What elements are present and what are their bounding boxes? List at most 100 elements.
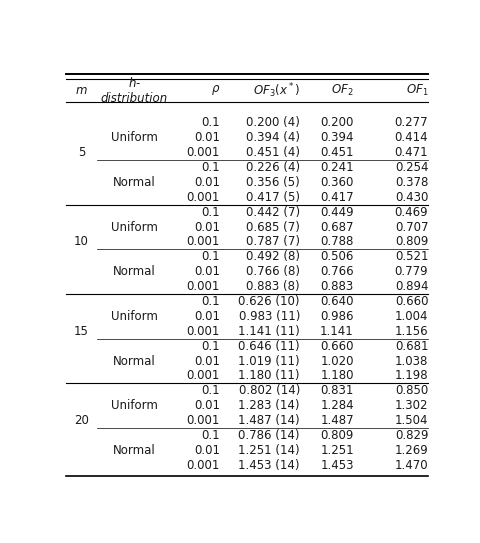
Text: 1.180: 1.180 bbox=[320, 369, 354, 382]
Text: 1.269: 1.269 bbox=[395, 444, 428, 457]
Text: 0.001: 0.001 bbox=[187, 280, 220, 293]
Text: 0.471: 0.471 bbox=[395, 146, 428, 159]
Text: 0.001: 0.001 bbox=[187, 369, 220, 382]
Text: 0.766 (8): 0.766 (8) bbox=[246, 265, 300, 278]
Text: 0.417: 0.417 bbox=[320, 191, 354, 204]
Text: 0.001: 0.001 bbox=[187, 414, 220, 427]
Text: Normal: Normal bbox=[113, 355, 156, 368]
Text: 0.001: 0.001 bbox=[187, 236, 220, 249]
Text: 1.020: 1.020 bbox=[320, 355, 354, 368]
Text: 0.01: 0.01 bbox=[194, 355, 220, 368]
Text: 0.983 (11): 0.983 (11) bbox=[239, 310, 300, 323]
Text: 0.394 (4): 0.394 (4) bbox=[246, 131, 300, 144]
Text: 0.01: 0.01 bbox=[194, 176, 220, 189]
Text: 0.241: 0.241 bbox=[320, 161, 354, 174]
Text: 1.251 (14): 1.251 (14) bbox=[238, 444, 300, 457]
Text: 0.449: 0.449 bbox=[320, 206, 354, 219]
Text: 0.226 (4): 0.226 (4) bbox=[246, 161, 300, 174]
Text: 0.506: 0.506 bbox=[321, 250, 354, 263]
Text: 0.809: 0.809 bbox=[321, 429, 354, 442]
Text: 0.200: 0.200 bbox=[321, 116, 354, 129]
Text: $m$: $m$ bbox=[75, 84, 88, 97]
Text: 0.883 (8): 0.883 (8) bbox=[246, 280, 300, 293]
Text: $\rho$: $\rho$ bbox=[211, 83, 220, 97]
Text: 1.038: 1.038 bbox=[395, 355, 428, 368]
Text: 0.1: 0.1 bbox=[201, 384, 220, 397]
Text: 1.487: 1.487 bbox=[320, 414, 354, 427]
Text: $OF_1$: $OF_1$ bbox=[406, 83, 428, 98]
Text: 1.198: 1.198 bbox=[395, 369, 428, 382]
Text: 0.788: 0.788 bbox=[321, 236, 354, 249]
Text: 0.1: 0.1 bbox=[201, 161, 220, 174]
Text: 0.681: 0.681 bbox=[395, 340, 428, 353]
Text: $OF_2$: $OF_2$ bbox=[331, 83, 354, 98]
Text: 0.492 (8): 0.492 (8) bbox=[246, 250, 300, 263]
Text: 0.786 (14): 0.786 (14) bbox=[239, 429, 300, 442]
Text: 0.001: 0.001 bbox=[187, 146, 220, 159]
Text: 1.141: 1.141 bbox=[320, 325, 354, 338]
Text: 0.1: 0.1 bbox=[201, 429, 220, 442]
Text: Normal: Normal bbox=[113, 176, 156, 189]
Text: 1.019 (11): 1.019 (11) bbox=[238, 355, 300, 368]
Text: 0.01: 0.01 bbox=[194, 310, 220, 323]
Text: $h$-
distribution: $h$- distribution bbox=[101, 75, 168, 105]
Text: 0.01: 0.01 bbox=[194, 444, 220, 457]
Text: 15: 15 bbox=[74, 325, 89, 338]
Text: 0.802 (14): 0.802 (14) bbox=[239, 384, 300, 397]
Text: 1.251: 1.251 bbox=[320, 444, 354, 457]
Text: 0.451 (4): 0.451 (4) bbox=[246, 146, 300, 159]
Text: 1.470: 1.470 bbox=[395, 459, 428, 472]
Text: 1.453 (14): 1.453 (14) bbox=[239, 459, 300, 472]
Text: 0.660: 0.660 bbox=[395, 295, 428, 308]
Text: 0.779: 0.779 bbox=[395, 265, 428, 278]
Text: 0.277: 0.277 bbox=[395, 116, 428, 129]
Text: 0.451: 0.451 bbox=[320, 146, 354, 159]
Text: 0.626 (10): 0.626 (10) bbox=[239, 295, 300, 308]
Text: 0.254: 0.254 bbox=[395, 161, 428, 174]
Text: 0.360: 0.360 bbox=[321, 176, 354, 189]
Text: 0.01: 0.01 bbox=[194, 265, 220, 278]
Text: 0.001: 0.001 bbox=[187, 459, 220, 472]
Text: 0.829: 0.829 bbox=[395, 429, 428, 442]
Text: 0.640: 0.640 bbox=[320, 295, 354, 308]
Text: 1.504: 1.504 bbox=[395, 414, 428, 427]
Text: Uniform: Uniform bbox=[111, 310, 158, 323]
Text: 10: 10 bbox=[74, 236, 89, 249]
Text: Uniform: Uniform bbox=[111, 131, 158, 144]
Text: Uniform: Uniform bbox=[111, 399, 158, 412]
Text: 0.442 (7): 0.442 (7) bbox=[246, 206, 300, 219]
Text: 0.850: 0.850 bbox=[395, 384, 428, 397]
Text: Normal: Normal bbox=[113, 265, 156, 278]
Text: 0.001: 0.001 bbox=[187, 191, 220, 204]
Text: 1.302: 1.302 bbox=[395, 399, 428, 412]
Text: 0.414: 0.414 bbox=[395, 131, 428, 144]
Text: 0.001: 0.001 bbox=[187, 325, 220, 338]
Text: 0.356 (5): 0.356 (5) bbox=[246, 176, 300, 189]
Text: $OF_3(x^*)$: $OF_3(x^*)$ bbox=[253, 81, 300, 99]
Text: 0.394: 0.394 bbox=[320, 131, 354, 144]
Text: 1.180 (11): 1.180 (11) bbox=[239, 369, 300, 382]
Text: 5: 5 bbox=[78, 146, 85, 159]
Text: 0.787 (7): 0.787 (7) bbox=[246, 236, 300, 249]
Text: 1.141 (11): 1.141 (11) bbox=[238, 325, 300, 338]
Text: 0.687: 0.687 bbox=[320, 220, 354, 233]
Text: 1.004: 1.004 bbox=[395, 310, 428, 323]
Text: 0.417 (5): 0.417 (5) bbox=[246, 191, 300, 204]
Text: 0.660: 0.660 bbox=[320, 340, 354, 353]
Text: 0.986: 0.986 bbox=[320, 310, 354, 323]
Text: 0.01: 0.01 bbox=[194, 220, 220, 233]
Text: Uniform: Uniform bbox=[111, 220, 158, 233]
Text: 0.1: 0.1 bbox=[201, 116, 220, 129]
Text: 0.1: 0.1 bbox=[201, 340, 220, 353]
Text: 1.283 (14): 1.283 (14) bbox=[239, 399, 300, 412]
Text: 0.831: 0.831 bbox=[321, 384, 354, 397]
Text: 0.200 (4): 0.200 (4) bbox=[246, 116, 300, 129]
Text: 1.284: 1.284 bbox=[320, 399, 354, 412]
Text: 0.809: 0.809 bbox=[395, 236, 428, 249]
Text: 1.156: 1.156 bbox=[395, 325, 428, 338]
Text: 0.469: 0.469 bbox=[395, 206, 428, 219]
Text: 0.521: 0.521 bbox=[395, 250, 428, 263]
Text: 0.766: 0.766 bbox=[320, 265, 354, 278]
Text: 0.01: 0.01 bbox=[194, 131, 220, 144]
Text: 0.707: 0.707 bbox=[395, 220, 428, 233]
